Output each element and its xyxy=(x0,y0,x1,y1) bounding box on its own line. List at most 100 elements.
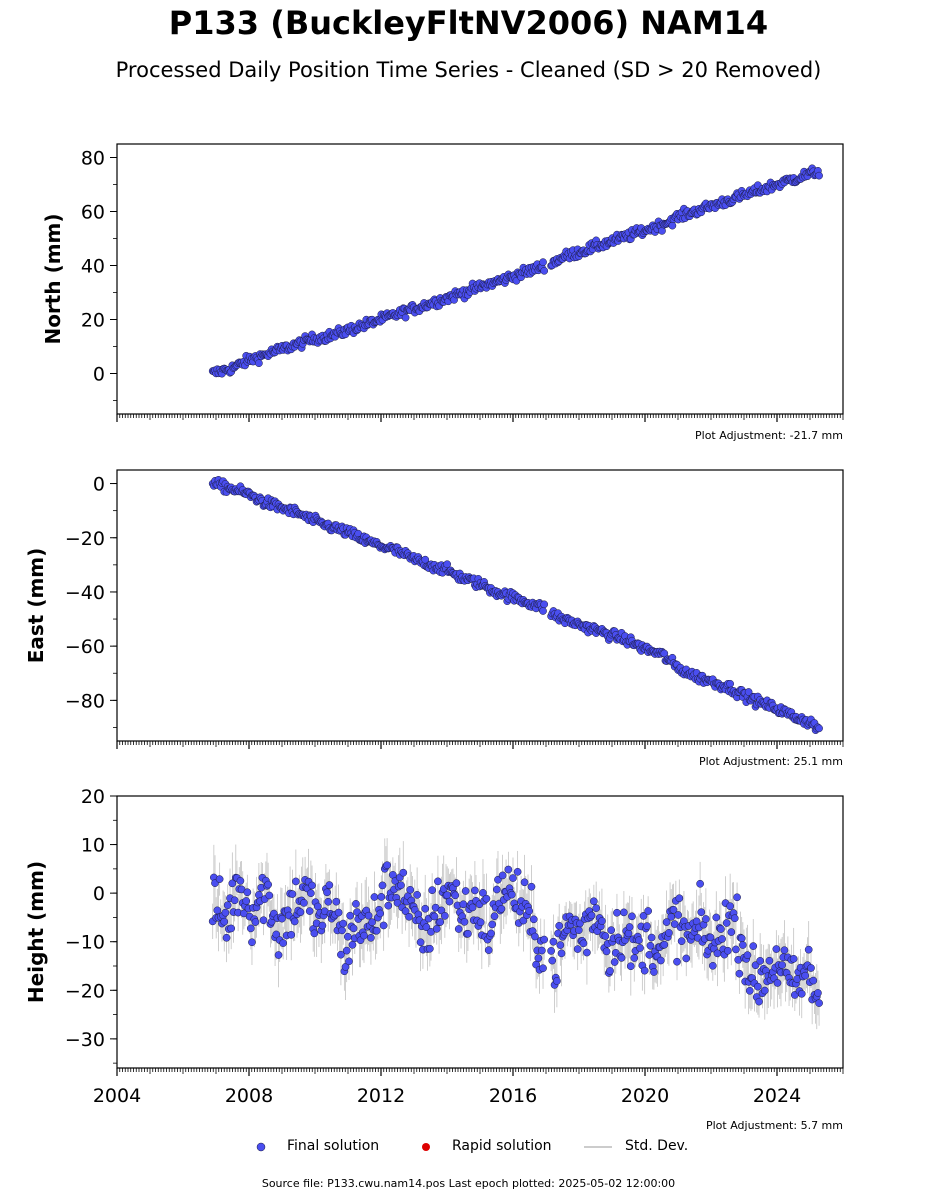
data-point xyxy=(525,907,534,915)
x-tick-label: 2024 xyxy=(753,1085,801,1107)
data-point xyxy=(288,890,297,898)
data-point xyxy=(242,897,251,905)
data-point xyxy=(248,938,256,947)
data-point xyxy=(722,919,731,927)
data-point xyxy=(529,915,538,924)
data-point xyxy=(756,956,765,965)
data-point xyxy=(646,941,655,950)
data-point xyxy=(737,934,746,943)
data-point xyxy=(341,963,350,971)
data-point xyxy=(574,926,583,934)
data-point xyxy=(272,930,281,939)
data-point xyxy=(682,954,691,963)
data-point xyxy=(644,907,652,915)
data-point xyxy=(367,933,375,942)
data-point xyxy=(265,891,274,900)
data-point xyxy=(660,940,669,949)
data-point xyxy=(647,933,656,942)
data-point xyxy=(665,929,673,937)
data-point xyxy=(337,950,345,959)
y-axis-label: North (mm) xyxy=(41,213,65,344)
data-point xyxy=(667,912,676,921)
data-point xyxy=(222,933,231,942)
data-point xyxy=(287,930,296,939)
data-point xyxy=(384,901,393,910)
data-point xyxy=(434,877,442,886)
data-point xyxy=(778,961,786,969)
data-point xyxy=(372,926,381,935)
data-point xyxy=(459,900,468,909)
data-point xyxy=(318,921,327,930)
data-point xyxy=(809,976,818,985)
x-tick-label: 2008 xyxy=(225,1085,273,1107)
data-point xyxy=(334,908,343,917)
data-point xyxy=(484,946,493,954)
data-point xyxy=(755,997,763,1006)
data-point xyxy=(726,679,734,688)
data-point xyxy=(573,945,582,953)
data-point xyxy=(220,917,229,926)
x-tick-label: 2016 xyxy=(489,1085,537,1107)
y-axis-label: Height (mm) xyxy=(24,861,48,1003)
data-point xyxy=(323,888,331,897)
y-tick-label: −20 xyxy=(65,528,105,550)
data-point xyxy=(702,915,710,923)
data-point xyxy=(274,951,283,959)
y-tick-label: 20 xyxy=(81,310,105,332)
data-point xyxy=(628,912,636,921)
data-point xyxy=(364,911,373,920)
data-point xyxy=(346,911,354,920)
data-point xyxy=(349,924,358,933)
data-point xyxy=(738,941,747,949)
data-point xyxy=(617,954,626,962)
data-point xyxy=(416,938,425,947)
data-point xyxy=(635,936,643,945)
data-point xyxy=(476,918,485,927)
data-point xyxy=(471,886,479,895)
data-point xyxy=(630,954,639,962)
data-point xyxy=(342,946,351,955)
data-point xyxy=(706,933,715,942)
data-point xyxy=(780,946,789,955)
legend-std-label: Std. Dev. xyxy=(625,1138,689,1154)
data-point xyxy=(296,908,305,917)
data-point xyxy=(539,258,547,267)
data-point xyxy=(804,945,813,954)
data-point xyxy=(432,925,441,933)
data-point xyxy=(504,865,513,874)
data-point xyxy=(807,964,815,972)
data-point xyxy=(773,979,782,987)
data-point xyxy=(343,932,352,941)
data-point xyxy=(789,954,798,963)
data-point xyxy=(228,879,237,888)
data-point xyxy=(732,945,740,954)
source-note: Source file: P133.cwu.nam14.pos Last epo… xyxy=(261,1177,676,1190)
data-point xyxy=(482,894,491,903)
data-point xyxy=(519,916,528,925)
data-point xyxy=(717,925,725,933)
data-point xyxy=(620,908,628,917)
data-point xyxy=(639,912,648,920)
legend-final-label: Final solution xyxy=(287,1138,380,1154)
y-tick-label: 80 xyxy=(81,148,105,170)
data-point xyxy=(815,171,823,180)
data-point xyxy=(443,891,452,899)
data-point xyxy=(735,969,744,978)
data-point xyxy=(606,967,614,975)
north-adjustment: Plot Adjustment: -21.7 mm xyxy=(695,429,843,442)
data-point xyxy=(744,688,753,696)
data-point xyxy=(626,962,635,971)
data-point xyxy=(675,894,684,903)
y-tick-label: −20 xyxy=(65,980,105,1002)
data-point xyxy=(324,897,333,906)
chart-subtitle: Processed Daily Position Time Series - C… xyxy=(115,58,822,82)
data-point xyxy=(712,913,721,922)
data-point xyxy=(264,880,272,889)
data-point xyxy=(602,947,611,956)
data-point xyxy=(587,911,596,920)
data-point xyxy=(307,889,315,898)
data-point xyxy=(696,879,704,888)
plot-frame xyxy=(116,469,844,742)
data-point xyxy=(592,904,601,913)
data-point xyxy=(576,919,584,928)
